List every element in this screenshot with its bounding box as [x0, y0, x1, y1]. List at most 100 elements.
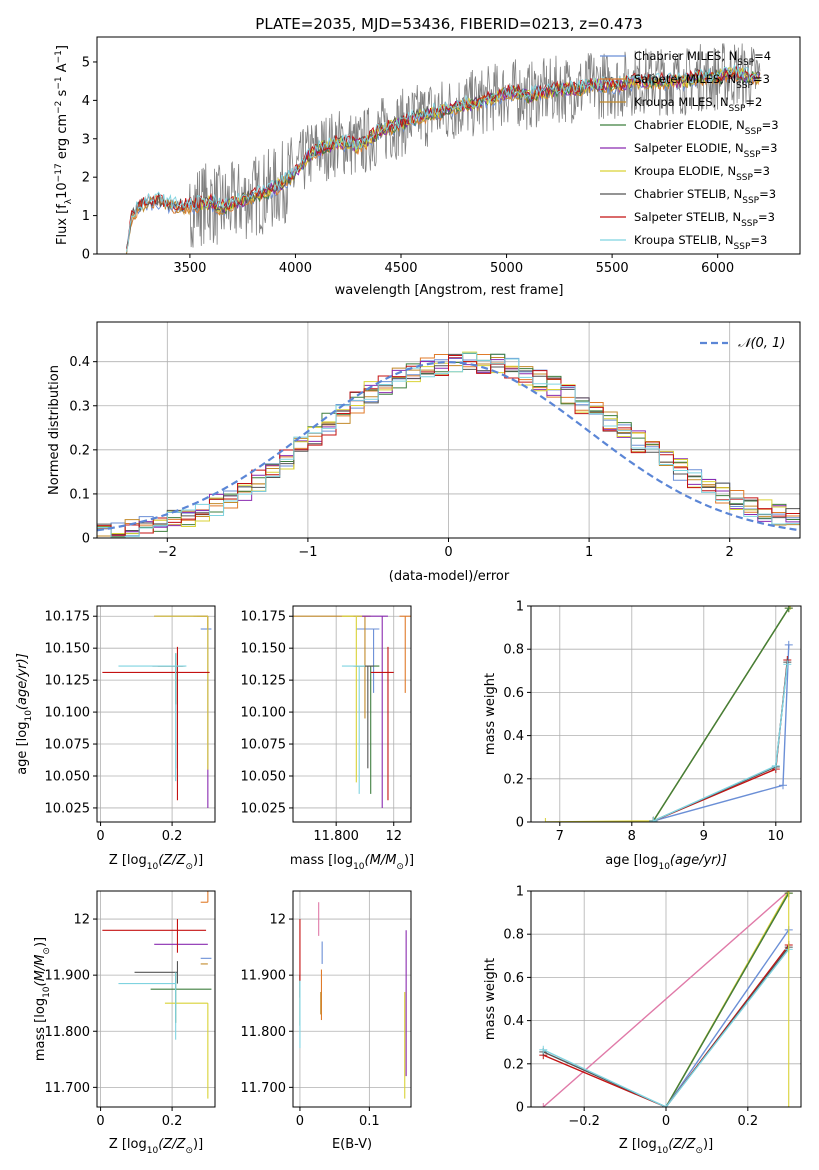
zweight-axes-ytick-label: 0.6 — [503, 971, 524, 986]
zage-axes: 0 0.2 10.025 10.050 10.075 10.100 10.125 10.150… — [15, 605, 216, 872]
massage-axes: 11.800 12 10.025 10.050 10.075 10.100 10.125 10… — [241, 605, 414, 872]
legend-entry-part: SSP — [729, 104, 746, 114]
figure-title: PLATE=2035, MJD=53436, FIBERID=0213, z=0… — [255, 15, 642, 33]
spectrum-xlabel: wavelength [Angstrom, rest frame] — [335, 283, 564, 298]
zmass-axes-xtick-label: 0.2 — [162, 1114, 183, 1129]
zweight-xlabel-part: 10 — [657, 1146, 669, 1156]
massage-axes-xtick-label: 12 — [385, 829, 402, 844]
zweight-xlabel-part: Z [log — [619, 1137, 657, 1152]
zmass-axes-ytick-label: 12 — [73, 913, 90, 928]
zmass-xlabel-part: Z [log — [109, 1137, 147, 1152]
zweight-line — [542, 946, 790, 1107]
legend-entry: Salpeter STELIB, NSSP=3 — [634, 210, 775, 229]
ebvmass-axes-ytick-label: 11.700 — [241, 1081, 287, 1096]
ageweight-ylabel: mass weight — [483, 673, 498, 755]
zage-xlabel-part: ⊙ — [185, 862, 193, 872]
zweight-axes: −0.2 0 0.2 0 0.2 0.4 0.6 0.8 1 mass weight Z [log1… — [483, 885, 802, 1156]
zage-ylabel: age [log10(age/yr)] — [15, 653, 34, 775]
legend-entry-part: SSP — [741, 219, 758, 229]
zmass-xlabel-part: 10 — [147, 1146, 159, 1156]
zage-ylabel-part: age [log — [15, 722, 30, 775]
gaussian-legend-label: 𝒩(0, 1) — [738, 336, 785, 351]
spectrum-axes: 3500 4000 4500 5000 5500 6000 0 1 2 3 4 5 Flux [fλ10… — [54, 36, 801, 298]
zage-axes-ytick-label: 10.025 — [45, 801, 91, 816]
residual-axes-xtick-label: 0 — [444, 545, 452, 560]
ebvmass-xlabel: E(B-V) — [332, 1137, 372, 1152]
spectrum-ylabel-part: −17 — [54, 163, 64, 182]
gaussian-curve — [97, 361, 800, 532]
massage-axes-ytick-label: 10.025 — [241, 801, 287, 816]
ebvmass-axes-frame — [292, 890, 412, 1108]
zage-axes-ytick-label: 10.150 — [45, 642, 91, 657]
spectrum-ylabel-part: −1 — [54, 50, 64, 63]
massage-xlabel: mass [log10(M/M⊙)] — [290, 853, 414, 872]
zmass-xlabel: Z [log10(Z/Z⊙)] — [109, 1137, 203, 1156]
legend-entry-part: Chabrier MILES, N — [634, 49, 737, 63]
zage-axes-ytick-label: 10.100 — [45, 706, 91, 721]
spectrum-data-line — [126, 43, 761, 254]
zage-xlabel: Z [log10(Z/Z⊙)] — [109, 853, 203, 872]
residual-axes-plot — [97, 351, 800, 538]
spectrum-axes-ytick-label: 0 — [82, 248, 90, 263]
legend-entry-part: =3 — [750, 233, 767, 247]
residual-axes-ytick-label: 0.2 — [69, 443, 90, 458]
residual-axes: −2 −1 0 1 2 0 0.1 0.2 0.3 0.4 𝒩(0, 1) Normed distri… — [47, 321, 801, 584]
zmass-ylabel-part: )] — [33, 937, 48, 947]
legend-entry-part: =3 — [761, 141, 778, 155]
ageweight-axes-ytick-label: 0.2 — [503, 772, 524, 787]
legend-entry-part: Chabrier ELODIE, N — [634, 118, 745, 132]
legend-entry: Chabrier MILES, NSSP=4 — [634, 49, 771, 68]
spectrum-ylabel-part: ] — [55, 45, 70, 50]
histogram-step-line — [97, 352, 800, 538]
spectrum-axes-ytick-label: 3 — [82, 132, 90, 147]
massage-axes-ytick-label: 10.175 — [241, 610, 287, 625]
ebvmass-axes: 0 0.1 11.700 11.800 11.900 12 E(B-V) — [241, 890, 412, 1152]
legend-entry: Kroupa MILES, NSSP=2 — [634, 95, 762, 114]
zmass-axes-xtick-label: 0 — [96, 1114, 104, 1129]
zweight-axes-ytick-label: 0.8 — [503, 928, 524, 943]
massage-axes-frame — [292, 605, 412, 823]
legend-entry-part: Chabrier STELIB, N — [634, 187, 742, 201]
spectrum-axes-ytick-label: 1 — [82, 209, 90, 224]
spectrum-axes-ytick-label: 2 — [82, 171, 90, 186]
zweight-axes-plot — [539, 891, 793, 1107]
massage-axes-ytick-label: 10.100 — [241, 706, 287, 721]
massage-axes-ytick-label: 10.150 — [241, 642, 287, 657]
zage-xlabel-part: Z [log — [109, 853, 147, 868]
zweight-axes-xtick-label: 0 — [662, 1114, 670, 1129]
zage-xlabel-part: 10 — [147, 862, 159, 872]
ageweight-axes-ytick-label: 0 — [516, 816, 524, 831]
zmass-axes-ytick-label: 11.900 — [45, 969, 91, 984]
zage-axes-frame — [96, 605, 216, 823]
zage-axes-plot — [102, 615, 212, 808]
ageweight-xlabel-part: (age/yr)] — [670, 853, 727, 868]
legend-entry-part: SSP — [736, 173, 753, 183]
ageweight-line — [652, 607, 790, 822]
ageweight-axes-xtick-label: 7 — [556, 829, 564, 844]
spectrum-ylabel-part: Flux [f — [55, 204, 70, 245]
zage-xlabel-part: )] — [193, 853, 203, 868]
residual-axes-ytick-label: 0 — [82, 532, 90, 547]
spectrum-ylabel-part: −1 — [54, 76, 64, 89]
spectrum-axes-ytick-label: 5 — [82, 55, 90, 70]
zmass-axes-ytick-label: 11.800 — [45, 1025, 91, 1040]
ageweight-line — [653, 664, 789, 822]
massage-xlabel-part: (M/M — [365, 853, 397, 868]
zmass-ylabel-part: ⊙ — [42, 947, 52, 955]
legend-entry-part: =4 — [754, 49, 771, 63]
zweight-xlabel-part: ⊙ — [695, 1146, 703, 1156]
histogram-step-line — [97, 355, 800, 536]
legend-entry-part: Kroupa MILES, N — [634, 95, 729, 109]
zmass-xlabel-part: )] — [193, 1137, 203, 1152]
spectrum-ylabel-part: s — [55, 89, 70, 100]
zage-axes-ytick-label: 10.050 — [45, 769, 91, 784]
spectrum-axes-xtick-label: 5000 — [490, 261, 523, 276]
ageweight-xlabel: age [log10(age/yr)] — [605, 853, 727, 872]
spectrum-model-line — [126, 64, 761, 252]
ageweight-axes-ytick-label: 0.8 — [503, 643, 524, 658]
ageweight-axes-xtick-label: 8 — [628, 829, 636, 844]
legend-entry-part: Kroupa ELODIE, N — [634, 164, 736, 178]
residual-xlabel: (data-model)/error — [389, 569, 510, 584]
ageweight-axes-plot — [541, 606, 795, 822]
